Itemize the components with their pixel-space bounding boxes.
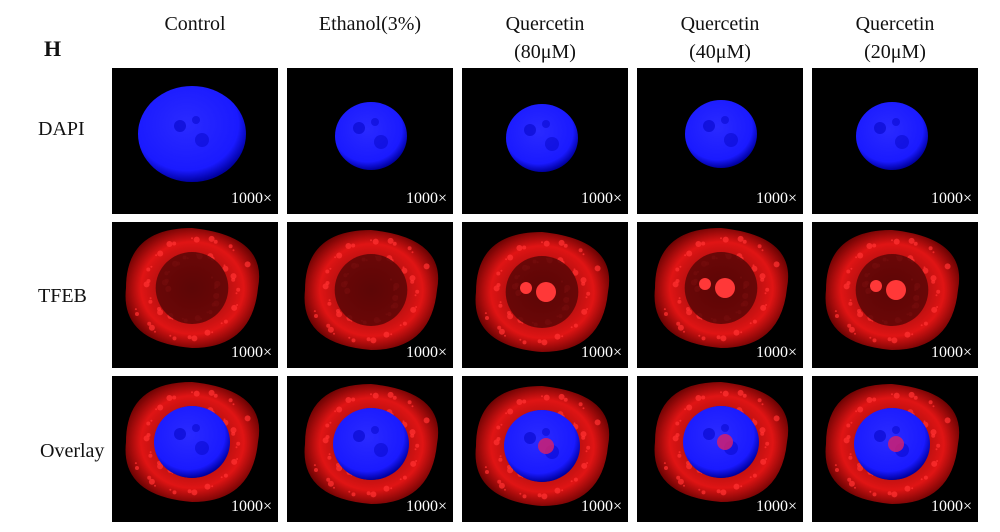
magnification-label: 1000×	[580, 498, 622, 515]
column-header-2: Ethanol(3%)	[282, 10, 458, 38]
micrograph-image	[125, 382, 260, 502]
micrograph-overlay-2: 1000×	[287, 376, 453, 522]
micrograph-image	[335, 102, 407, 170]
magnification-label: 1000×	[405, 190, 447, 207]
micrograph-overlay-5: 1000×	[812, 376, 978, 522]
micrograph-image	[475, 386, 610, 506]
magnification-label: 1000×	[755, 190, 797, 207]
micrograph-image	[475, 232, 610, 352]
row-label-tfeb: TFEB	[38, 285, 87, 307]
micrograph-dapi-5: 1000×	[812, 68, 978, 214]
micrograph-image	[856, 102, 928, 170]
magnification-label: 1000×	[755, 498, 797, 515]
micrograph-tfeb-5: 1000×	[812, 222, 978, 368]
magnification-label: 1000×	[230, 190, 272, 207]
magnification-label: 1000×	[405, 344, 447, 361]
micrograph-image	[825, 230, 960, 350]
magnification-label: 1000×	[930, 498, 972, 515]
magnification-label: 1000×	[580, 344, 622, 361]
micrograph-image	[506, 104, 578, 172]
micrograph-overlay-4: 1000×	[637, 376, 803, 522]
micrograph-image	[654, 382, 789, 502]
column-header-4: Quercetin (40μM)	[632, 10, 808, 66]
magnification-label: 1000×	[930, 344, 972, 361]
column-header-line2: (40μM)	[689, 41, 751, 63]
micrograph-tfeb-4: 1000×	[637, 222, 803, 368]
micrograph-dapi-3: 1000×	[462, 68, 628, 214]
micrograph-image	[825, 384, 960, 504]
micrograph-image	[304, 230, 439, 350]
magnification-label: 1000×	[930, 190, 972, 207]
column-header-line2: (20μM)	[864, 41, 926, 63]
row-label-dapi: DAPI	[38, 118, 85, 140]
column-header-line1: Quercetin	[855, 13, 935, 35]
magnification-label: 1000×	[230, 344, 272, 361]
micrograph-overlay-3: 1000×	[462, 376, 628, 522]
micrograph-image	[685, 100, 757, 168]
micrograph-image	[125, 228, 260, 348]
micrograph-dapi-4: 1000×	[637, 68, 803, 214]
micrograph-tfeb-1: 1000×	[112, 222, 278, 368]
micrograph-dapi-2: 1000×	[287, 68, 453, 214]
magnification-label: 1000×	[405, 498, 447, 515]
column-header-line1: Quercetin	[680, 13, 760, 35]
row-label-overlay: Overlay	[40, 440, 105, 462]
column-header-5: Quercetin (20μM)	[807, 10, 983, 66]
column-header-1: Control	[107, 10, 283, 38]
micrograph-image	[304, 384, 439, 504]
micrograph-dapi-1: 1000×	[112, 68, 278, 214]
column-header-line2: (80μM)	[514, 41, 576, 63]
micrograph-tfeb-3: 1000×	[462, 222, 628, 368]
magnification-label: 1000×	[755, 344, 797, 361]
column-header-line1: Ethanol(3%)	[318, 13, 422, 35]
panel-letter: H	[44, 36, 62, 61]
column-header-3: Quercetin (80μM)	[457, 10, 633, 66]
column-header-line1: Quercetin	[505, 13, 585, 35]
magnification-label: 1000×	[580, 190, 622, 207]
micrograph-tfeb-2: 1000×	[287, 222, 453, 368]
micrograph-image	[654, 228, 789, 348]
magnification-label: 1000×	[230, 498, 272, 515]
micrograph-image	[138, 86, 246, 182]
column-header-line1: Control	[164, 13, 226, 35]
micrograph-overlay-1: 1000×	[112, 376, 278, 522]
